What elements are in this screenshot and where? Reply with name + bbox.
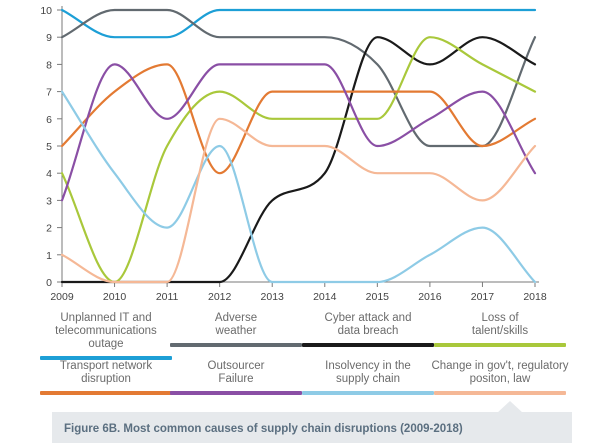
y-tick-label: 5 [46,141,52,153]
x-tick-label: 2016 [418,291,442,303]
legend-swatch [434,343,566,347]
tick-labels: 0 1 2 3 4 5 6 7 8 9 10 2009 2010 2011 2012 2013 2014 2015… [40,5,547,303]
caption-tab-shape [497,401,523,413]
legend-label: Loss of talent/skills [471,312,529,337]
y-tick-label: 2 [46,223,52,235]
series-line-change-in-gov-t-regulatory-positon-law [60,117,537,284]
legend-swatch [40,356,172,360]
legend-swatch [170,343,302,347]
figure-caption: Figure 6B. Most common causes of supply … [64,423,463,435]
legend-label: Transport network disruption [59,360,153,385]
x-tick-label: 2010 [103,291,127,303]
x-tick-label: 2017 [471,291,495,303]
y-tick-label: 3 [46,195,52,207]
legend-label: Outsourcer Failure [207,360,265,385]
x-tick-label: 2014 [313,291,337,303]
legend-item-adverse-weather: Adverse weather [170,312,302,347]
series-line-insolvency-in-the-supply-chain [60,90,537,284]
legend-label: Cyber attack and data breach [324,312,412,337]
y-tick-label: 1 [46,250,52,262]
series-lines [60,8,537,284]
legend-label: Adverse weather [214,312,258,337]
series-line-loss-of-talent-skills [60,36,537,284]
x-tick-label: 2009 [50,291,74,303]
legend-swatch [434,391,566,395]
x-tick-label: 2012 [208,291,232,303]
legend-item-outsourcer-failure: Outsourcer Failure [170,360,302,395]
legend-swatch [302,391,434,395]
line-chart: 0 1 2 3 4 5 6 7 8 9 10 2009 2010 2011 2012 2013 2014 2015… [40,5,547,303]
y-tick-label: 8 [46,59,52,71]
legend-label: Insolvency in the supply chain [325,360,411,385]
x-tick-label: 2011 [156,291,179,303]
legend-swatch [302,343,434,347]
legend-label: Unplanned IT and telecommunications outa… [55,312,157,350]
legend-item-loss-of-talent: Loss of talent/skills [434,312,566,347]
series-line-adverse-weather [60,8,537,148]
legend-item-it-outage: Unplanned IT and telecommunications outa… [40,312,172,360]
legend-swatch [40,391,172,395]
legend-item-insolvency: Insolvency in the supply chain [302,360,434,395]
x-tick-label: 2018 [523,291,547,303]
legend-label: Change in gov't, regulatory positon, law [431,360,569,385]
legend-swatch [170,391,302,395]
x-tick-label: 2013 [261,291,285,303]
y-tick-label: 4 [46,168,52,180]
y-tick-label: 0 [46,277,52,289]
y-tick-label: 9 [46,32,52,44]
y-tick-label: 10 [40,5,52,17]
series-line-outsourcer-failure [60,63,537,202]
series-line-unplanned-it-and-telecommunications-outage [60,8,537,39]
series-line-transport-network-disruption [60,63,537,175]
y-tick-label: 6 [46,114,52,126]
series-line-cyber-attack-and-data-breach [60,36,537,284]
legend-item-transport-disruption: Transport network disruption [40,360,172,395]
legend-item-regulatory-change: Change in gov't, regulatory positon, law [431,360,569,395]
x-tick-label: 2015 [366,291,390,303]
legend-item-cyber-attack: Cyber attack and data breach [302,312,434,347]
y-tick-label: 7 [46,87,52,99]
caption-box [52,412,572,443]
